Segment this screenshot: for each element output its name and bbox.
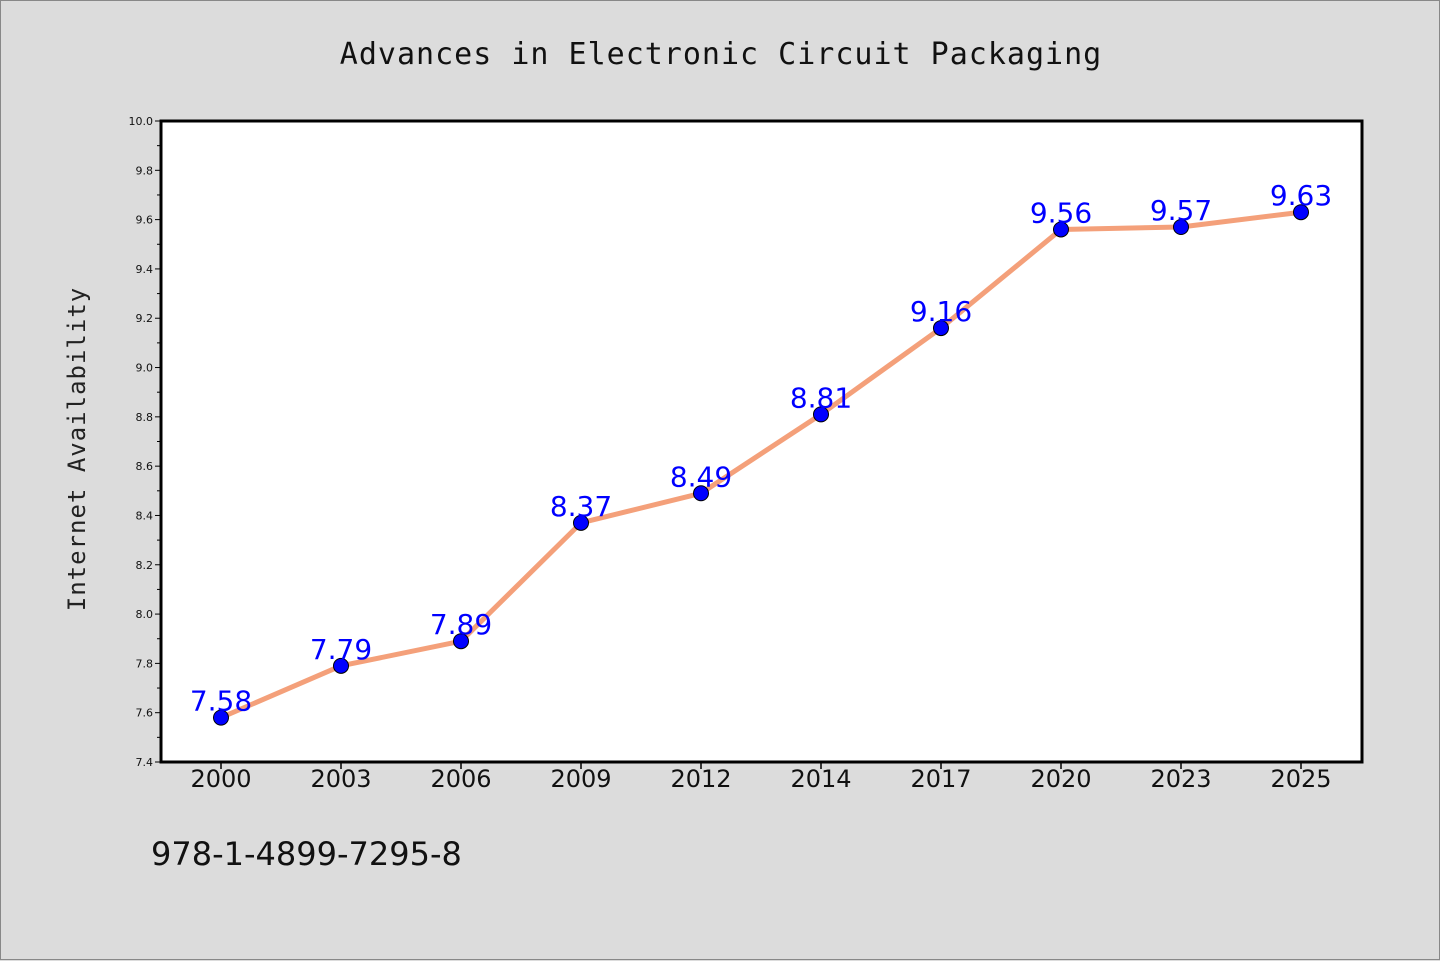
data-label: 8.49 xyxy=(670,460,732,493)
series-line xyxy=(218,209,1304,721)
y-tick-label: 8.6 xyxy=(136,460,154,473)
x-tick-label: 2023 xyxy=(1150,765,1211,793)
data-point xyxy=(1173,219,1189,236)
y-tick-label: 8.8 xyxy=(136,411,154,424)
x-tick-label: 2000 xyxy=(190,765,251,793)
chart-title: Advances in Electronic Circuit Packaging xyxy=(340,37,1102,72)
y-tick-label: 9.2 xyxy=(136,312,154,325)
y-tick-label: 7.4 xyxy=(136,756,154,769)
y-axis: 7.4 7.6 7.8 8.0 8.2 8.4 8.6 8.8 9.0 9.2 9.4 9.6 9.8 1… xyxy=(129,115,161,769)
y-tick-label: 8.2 xyxy=(136,559,154,572)
data-label: 7.89 xyxy=(430,608,492,641)
x-tick-label: 2017 xyxy=(910,765,971,793)
data-point xyxy=(1053,221,1069,238)
x-tick-label: 2025 xyxy=(1270,765,1331,793)
x-tick-label: 2003 xyxy=(310,765,371,793)
x-tick-label: 2006 xyxy=(430,765,491,793)
y-tick-label: 10.0 xyxy=(129,115,154,128)
y-tick-label: 7.8 xyxy=(136,657,154,670)
data-point xyxy=(693,485,709,502)
x-tick-label: 2020 xyxy=(1030,765,1091,793)
data-point xyxy=(1293,204,1309,221)
data-label: 9.63 xyxy=(1270,179,1332,212)
y-axis-label: Internet Availability xyxy=(63,287,91,611)
data-point xyxy=(333,657,349,674)
y-tick-label: 9.6 xyxy=(136,214,154,227)
data-point xyxy=(933,320,949,337)
data-label: 7.79 xyxy=(310,633,372,666)
data-point xyxy=(453,633,469,650)
x-tick-label: 2014 xyxy=(790,765,851,793)
data-label: 7.58 xyxy=(190,685,252,718)
x-axis: 2000 2003 2006 2009 2012 2014 2017 2020 2023 2025 xyxy=(190,762,1332,793)
data-point xyxy=(813,406,829,423)
isbn-number: 978-1-4899-7295-8 xyxy=(151,835,462,873)
data-point xyxy=(573,514,589,531)
data-label: 8.37 xyxy=(550,490,612,523)
y-tick-label: 9.4 xyxy=(136,263,154,276)
y-tick-label: 8.0 xyxy=(136,608,154,621)
data-point xyxy=(213,709,229,726)
data-label-layer: 7.58 7.79 7.89 8.37 8.49 8.81 9.16 9.56 9.57 9.63 xyxy=(190,179,1332,717)
y-tick-label: 8.4 xyxy=(136,509,154,522)
data-label: 8.81 xyxy=(790,381,852,414)
series-layer xyxy=(213,204,1309,726)
x-tick-label: 2009 xyxy=(550,765,611,793)
y-tick-label: 7.6 xyxy=(136,707,154,720)
data-label: 9.56 xyxy=(1030,196,1092,229)
y-tick-label: 9.8 xyxy=(136,164,154,177)
data-label: 9.57 xyxy=(1150,194,1212,227)
y-tick-label: 9.0 xyxy=(136,362,154,375)
x-tick-label: 2012 xyxy=(670,765,731,793)
data-label: 9.16 xyxy=(910,295,972,328)
